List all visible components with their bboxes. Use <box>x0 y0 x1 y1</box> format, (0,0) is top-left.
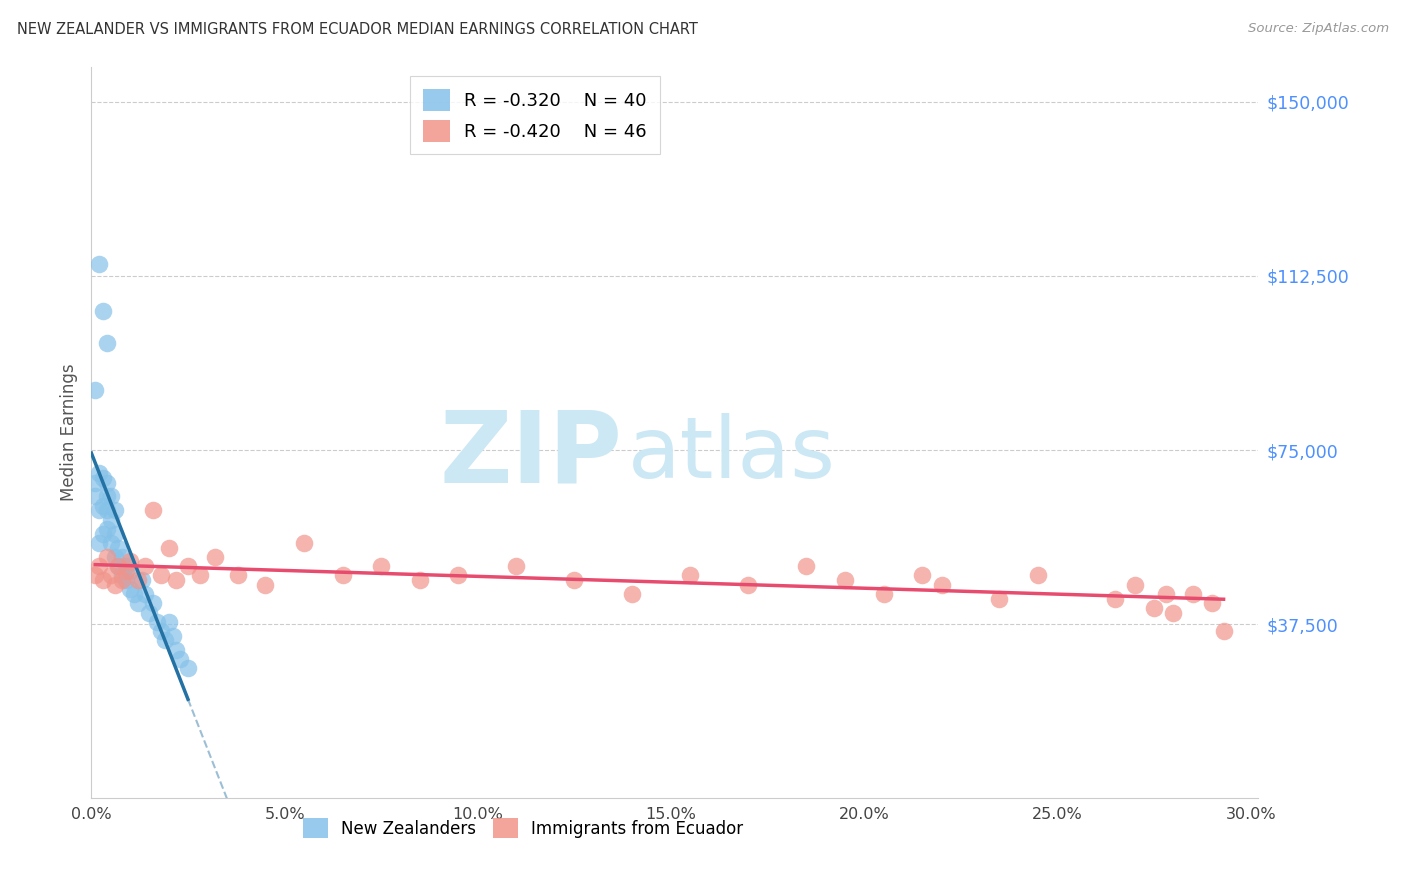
Point <box>91 499 114 513</box>
Point <box>988 591 1011 606</box>
Point <box>87 257 110 271</box>
Point <box>91 573 114 587</box>
Point <box>96 503 118 517</box>
Point <box>1212 624 1234 639</box>
Point <box>115 559 138 574</box>
Point <box>100 536 122 550</box>
Point <box>1163 606 1185 620</box>
Point <box>134 587 156 601</box>
Point <box>103 549 125 564</box>
Point <box>96 475 118 490</box>
Point <box>100 568 122 582</box>
Point <box>204 549 226 564</box>
Point <box>1201 596 1223 610</box>
Point <box>107 559 129 574</box>
Point <box>447 568 470 582</box>
Point <box>1154 587 1177 601</box>
Point <box>87 536 110 550</box>
Point <box>162 629 184 643</box>
Point <box>96 549 118 564</box>
Point <box>107 541 129 555</box>
Point <box>111 568 134 582</box>
Point <box>91 303 114 318</box>
Point <box>118 554 141 568</box>
Point <box>794 559 817 574</box>
Y-axis label: Median Earnings: Median Earnings <box>59 364 77 501</box>
Point <box>737 578 759 592</box>
Point <box>1104 591 1126 606</box>
Point <box>115 564 138 578</box>
Text: NEW ZEALANDER VS IMMIGRANTS FROM ECUADOR MEDIAN EARNINGS CORRELATION CHART: NEW ZEALANDER VS IMMIGRANTS FROM ECUADOR… <box>17 22 697 37</box>
Point <box>1026 568 1049 582</box>
Point <box>103 503 125 517</box>
Point <box>142 596 165 610</box>
Point <box>127 596 149 610</box>
Point <box>103 578 125 592</box>
Point <box>188 568 211 582</box>
Point <box>103 526 125 541</box>
Point <box>96 522 118 536</box>
Point <box>131 573 153 587</box>
Point <box>165 573 187 587</box>
Point <box>84 475 107 490</box>
Point <box>111 573 134 587</box>
Point <box>111 549 134 564</box>
Text: atlas: atlas <box>628 413 837 496</box>
Point <box>679 568 702 582</box>
Point <box>96 336 118 351</box>
Point <box>872 587 894 601</box>
Point <box>149 624 172 639</box>
Point <box>177 559 200 574</box>
Point <box>332 568 354 582</box>
Point <box>226 568 249 582</box>
Point <box>87 559 110 574</box>
Point <box>834 573 856 587</box>
Point <box>505 559 527 574</box>
Point <box>911 568 934 582</box>
Point <box>87 503 110 517</box>
Point <box>115 573 138 587</box>
Point <box>149 568 172 582</box>
Point <box>84 568 107 582</box>
Point <box>409 573 432 587</box>
Point <box>84 383 107 397</box>
Point <box>118 564 141 578</box>
Point <box>370 559 392 574</box>
Point <box>621 587 644 601</box>
Text: ZIP: ZIP <box>440 406 623 503</box>
Point <box>292 536 315 550</box>
Point <box>142 503 165 517</box>
Point <box>157 615 180 629</box>
Point <box>931 578 953 592</box>
Point <box>134 559 156 574</box>
Point <box>96 490 118 504</box>
Point <box>146 615 169 629</box>
Point <box>107 559 129 574</box>
Point <box>127 573 149 587</box>
Point <box>100 490 122 504</box>
Point <box>1143 601 1166 615</box>
Point <box>564 573 586 587</box>
Text: Source: ZipAtlas.com: Source: ZipAtlas.com <box>1249 22 1389 36</box>
Point <box>91 471 114 485</box>
Point <box>87 467 110 481</box>
Point <box>153 633 176 648</box>
Point <box>91 526 114 541</box>
Point <box>100 513 122 527</box>
Point <box>1123 578 1146 592</box>
Point <box>165 642 187 657</box>
Point <box>1181 587 1204 601</box>
Point <box>169 652 191 666</box>
Point <box>138 606 160 620</box>
Point <box>157 541 180 555</box>
Point <box>118 582 141 597</box>
Point <box>177 661 200 675</box>
Point <box>254 578 277 592</box>
Point <box>84 490 107 504</box>
Point <box>122 587 145 601</box>
Legend: New Zealanders, Immigrants from Ecuador: New Zealanders, Immigrants from Ecuador <box>297 811 749 845</box>
